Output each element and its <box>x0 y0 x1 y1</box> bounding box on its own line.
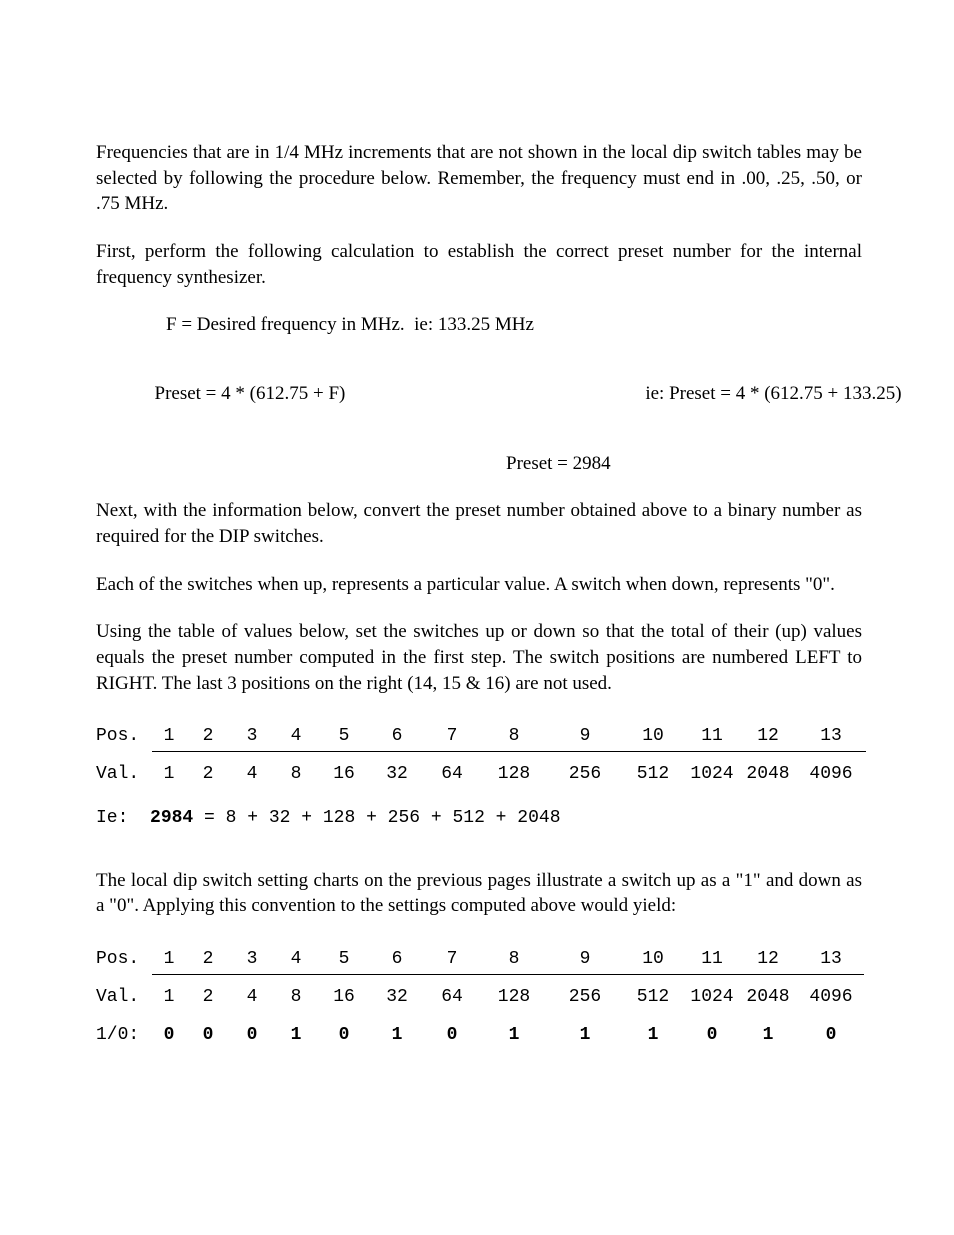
t1-val-5: 16 <box>318 756 370 794</box>
t1-val-8: 128 <box>480 756 548 794</box>
table2-val-label: Val. <box>96 979 152 1017</box>
t2-val-1: 1 <box>152 979 186 1017</box>
t1-pos-4: 4 <box>274 718 318 756</box>
t2-bin-7: 0 <box>424 1017 480 1055</box>
t1-val-6: 32 <box>370 756 424 794</box>
t1-pos-7: 7 <box>424 718 480 756</box>
t2-val-13: 4096 <box>796 979 866 1017</box>
step2-paragraph: Next, with the information below, conver… <box>96 498 862 549</box>
t1-pos-8: 8 <box>480 718 548 756</box>
binary-setting-table: Pos. 1 2 3 4 5 6 7 8 9 10 11 12 13 Val. … <box>96 941 862 1054</box>
step1-paragraph: First, perform the following calculation… <box>96 239 862 290</box>
t1-pos-2: 2 <box>186 718 230 756</box>
table1-pos-cells: 1 2 3 4 5 6 7 8 9 10 11 12 13 <box>152 718 866 756</box>
t1-val-11: 1024 <box>684 756 740 794</box>
calc-preset-left: Preset = 4 * (612.75 + F) <box>155 383 346 404</box>
table2-pos-label: Pos. <box>96 941 152 979</box>
switch-explain-paragraph: Each of the switches when up, represents… <box>96 572 862 598</box>
t2-pos-4: 4 <box>274 941 318 979</box>
t2-pos-2: 2 <box>186 941 230 979</box>
t2-val-8: 128 <box>480 979 548 1017</box>
t2-pos-8: 8 <box>480 941 548 979</box>
table1-val-label: Val. <box>96 756 152 794</box>
t2-pos-11: 11 <box>684 941 740 979</box>
t2-val-3: 4 <box>230 979 274 1017</box>
t2-pos-9: 9 <box>548 941 622 979</box>
t2-bin-5: 0 <box>318 1017 370 1055</box>
calc-preset-result: Preset = 2984 <box>96 451 862 477</box>
t2-val-12: 2048 <box>740 979 796 1017</box>
t1-pos-1: 1 <box>152 718 186 756</box>
t2-val-2: 2 <box>186 979 230 1017</box>
t2-bin-12: 1 <box>740 1017 796 1055</box>
t2-val-6: 32 <box>370 979 424 1017</box>
t2-val-4: 8 <box>274 979 318 1017</box>
t2-bin-3: 0 <box>230 1017 274 1055</box>
calc-preset-formula: Preset = 4 * (612.75 + F)ie: Preset = 4 … <box>96 356 862 433</box>
t1-val-1: 1 <box>152 756 186 794</box>
calculation-block: F = Desired frequency in MHz. ie: 133.25… <box>96 312 862 476</box>
t1-val-3: 4 <box>230 756 274 794</box>
ie-expr: = 8 + 32 + 128 + 256 + 512 + 2048 <box>193 808 560 828</box>
t1-pos-10: 10 <box>622 718 684 756</box>
t2-bin-10: 1 <box>622 1017 684 1055</box>
t2-bin-1: 0 <box>152 1017 186 1055</box>
t2-bin-9: 1 <box>548 1017 622 1055</box>
ie-label: Ie: <box>96 808 128 828</box>
t1-val-2: 2 <box>186 756 230 794</box>
t2-bin-8: 1 <box>480 1017 548 1055</box>
t2-bin-2: 0 <box>186 1017 230 1055</box>
t2-bin-13: 0 <box>796 1017 866 1055</box>
t1-pos-3: 3 <box>230 718 274 756</box>
t2-bin-6: 1 <box>370 1017 424 1055</box>
t2-bin-11: 0 <box>684 1017 740 1055</box>
table2-bin-label: 1/0: <box>96 1017 152 1055</box>
table1-val-row: Val. 1 2 4 8 16 32 64 128 256 512 1024 2… <box>96 756 862 794</box>
t1-val-10: 512 <box>622 756 684 794</box>
t1-val-12: 2048 <box>740 756 796 794</box>
t1-val-4: 8 <box>274 756 318 794</box>
t2-pos-13: 13 <box>796 941 866 979</box>
binary-convention-paragraph: The local dip switch setting charts on t… <box>96 868 862 919</box>
table2-pos-cells: 1 2 3 4 5 6 7 8 9 10 11 12 13 <box>152 941 866 979</box>
t1-pos-5: 5 <box>318 718 370 756</box>
calc-preset-right: ie: Preset = 4 * (612.75 + 133.25) <box>345 381 901 407</box>
t2-pos-12: 12 <box>740 941 796 979</box>
table2-bin-row: 1/0: 0 0 0 1 0 1 0 1 1 1 0 1 0 <box>96 1017 862 1055</box>
table2-val-cells: 1 2 4 8 16 32 64 128 256 512 1024 2048 4… <box>152 979 866 1017</box>
table1-pos-row: Pos. 1 2 3 4 5 6 7 8 9 10 11 12 13 <box>96 718 862 756</box>
t2-pos-6: 6 <box>370 941 424 979</box>
t1-val-7: 64 <box>424 756 480 794</box>
t2-val-7: 64 <box>424 979 480 1017</box>
t1-pos-6: 6 <box>370 718 424 756</box>
document-page: Frequencies that are in 1/4 MHz incremen… <box>0 0 954 1235</box>
t1-pos-11: 11 <box>684 718 740 756</box>
t2-pos-5: 5 <box>318 941 370 979</box>
t2-pos-7: 7 <box>424 941 480 979</box>
t1-pos-9: 9 <box>548 718 622 756</box>
t1-pos-13: 13 <box>796 718 866 756</box>
table-intro-paragraph: Using the table of values below, set the… <box>96 619 862 696</box>
table1-pos-label: Pos. <box>96 718 152 756</box>
intro-paragraph: Frequencies that are in 1/4 MHz incremen… <box>96 140 862 217</box>
table1-ie-line: Ie: 2984 = 8 + 32 + 128 + 256 + 512 + 20… <box>96 800 862 838</box>
t1-val-13: 4096 <box>796 756 866 794</box>
t2-bin-4: 1 <box>274 1017 318 1055</box>
table2-pos-row: Pos. 1 2 3 4 5 6 7 8 9 10 11 12 13 <box>96 941 862 979</box>
t2-pos-3: 3 <box>230 941 274 979</box>
t2-val-11: 1024 <box>684 979 740 1017</box>
ie-value: 2984 <box>150 808 193 828</box>
calc-f-definition: F = Desired frequency in MHz. ie: 133.25… <box>96 312 862 338</box>
t1-pos-12: 12 <box>740 718 796 756</box>
position-value-table: Pos. 1 2 3 4 5 6 7 8 9 10 11 12 13 Val. … <box>96 718 862 837</box>
t1-val-9: 256 <box>548 756 622 794</box>
t2-val-9: 256 <box>548 979 622 1017</box>
t2-pos-1: 1 <box>152 941 186 979</box>
table1-val-cells: 1 2 4 8 16 32 64 128 256 512 1024 2048 4… <box>152 756 866 794</box>
table2-val-row: Val. 1 2 4 8 16 32 64 128 256 512 1024 2… <box>96 979 862 1017</box>
t2-val-5: 16 <box>318 979 370 1017</box>
table2-bin-cells: 0 0 0 1 0 1 0 1 1 1 0 1 0 <box>152 1017 866 1055</box>
t2-pos-10: 10 <box>622 941 684 979</box>
t2-val-10: 512 <box>622 979 684 1017</box>
